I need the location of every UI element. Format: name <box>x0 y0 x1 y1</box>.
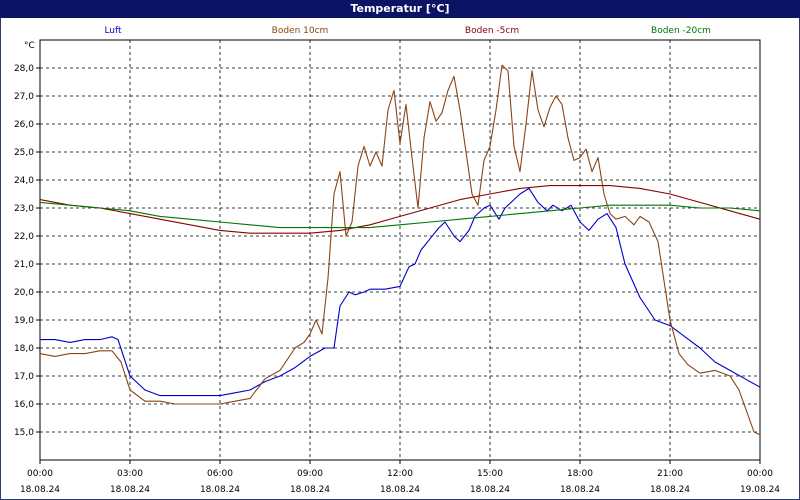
chart-title: Temperatur [°C] <box>0 0 800 18</box>
y-tick-label: 21,0 <box>14 260 34 270</box>
axis-ticks: 15,0 16,0 17,0 18,0 19,0 20,0 21,0 22,0 23,0 24,0… <box>14 64 780 495</box>
y-tick-label: 26,0 <box>14 120 34 130</box>
y-tick-label: 23,0 <box>14 204 34 214</box>
x-tick-time-label: 15:00 <box>477 469 503 479</box>
x-tick-time-label: 21:00 <box>657 469 683 479</box>
grid <box>40 40 760 460</box>
x-tick-date-label: 19.08.24 <box>740 485 780 495</box>
x-tick-time-label: 06:00 <box>207 469 233 479</box>
x-tick-time-label: 12:00 <box>387 469 413 479</box>
x-tick-time-label: 00:00 <box>27 469 53 479</box>
y-tick-label: 16,0 <box>14 400 34 410</box>
y-tick-label: 17,0 <box>14 372 34 382</box>
x-tick-time-label: 18:00 <box>567 469 593 479</box>
x-tick-time-label: 03:00 <box>117 469 143 479</box>
x-tick-date-label: 18.08.24 <box>20 485 60 495</box>
legend: Luft Boden 10cm Boden -5cm Boden -20cm <box>104 26 711 36</box>
x-tick-date-label: 18.08.24 <box>470 485 510 495</box>
legend-entry: Luft <box>104 26 122 36</box>
series-line-luft <box>40 187 760 397</box>
y-tick-label: 20,0 <box>14 288 34 298</box>
y-tick-label: 25,0 <box>14 148 34 158</box>
series-line-boden-10cm <box>40 64 760 436</box>
x-tick-date-label: 18.08.24 <box>650 485 690 495</box>
y-tick-label: 15,0 <box>14 428 34 438</box>
legend-entry: Boden -5cm <box>465 26 519 36</box>
y-tick-label: 22,0 <box>14 232 34 242</box>
x-tick-time-label: 00:00 <box>747 469 773 479</box>
y-tick-label: 18,0 <box>14 344 34 354</box>
y-tick-label: 19,0 <box>14 316 34 326</box>
x-tick-date-label: 18.08.24 <box>200 485 240 495</box>
x-tick-date-label: 18.08.24 <box>560 485 600 495</box>
x-tick-date-label: 18.08.24 <box>380 485 420 495</box>
series-lines <box>40 64 760 436</box>
y-tick-label: 27,0 <box>14 92 34 102</box>
x-tick-time-label: 09:00 <box>297 469 323 479</box>
legend-entry: Boden 10cm <box>272 26 329 36</box>
y-tick-label: 28,0 <box>14 64 34 74</box>
series-line-boden-20cm <box>40 201 760 229</box>
x-tick-date-label: 18.08.24 <box>290 485 330 495</box>
x-tick-date-label: 18.08.24 <box>110 485 150 495</box>
legend-entry: Boden -20cm <box>651 26 711 36</box>
y-axis-unit: °C <box>24 41 35 51</box>
series-line-boden-5cm <box>40 185 760 234</box>
y-tick-label: 24,0 <box>14 176 34 186</box>
